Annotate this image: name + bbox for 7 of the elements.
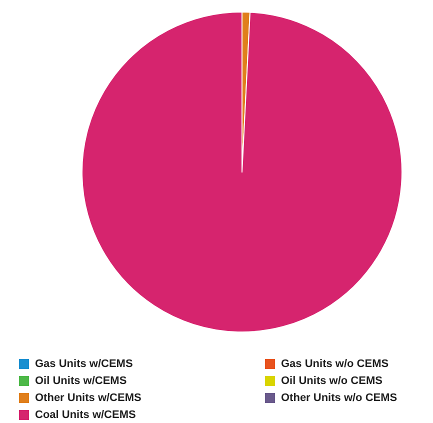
legend-label: Other Units w/CEMS — [35, 392, 142, 404]
legend-label: Coal Units w/CEMS — [35, 409, 136, 421]
legend-label: Oil Units w/o CEMS — [281, 375, 382, 387]
legend-label: Gas Units w/CEMS — [35, 358, 133, 370]
legend-label: Other Units w/o CEMS — [281, 392, 398, 404]
legend-label: Gas Units w/o CEMS — [281, 358, 389, 370]
legend-label: Oil Units w/CEMS — [35, 375, 127, 387]
